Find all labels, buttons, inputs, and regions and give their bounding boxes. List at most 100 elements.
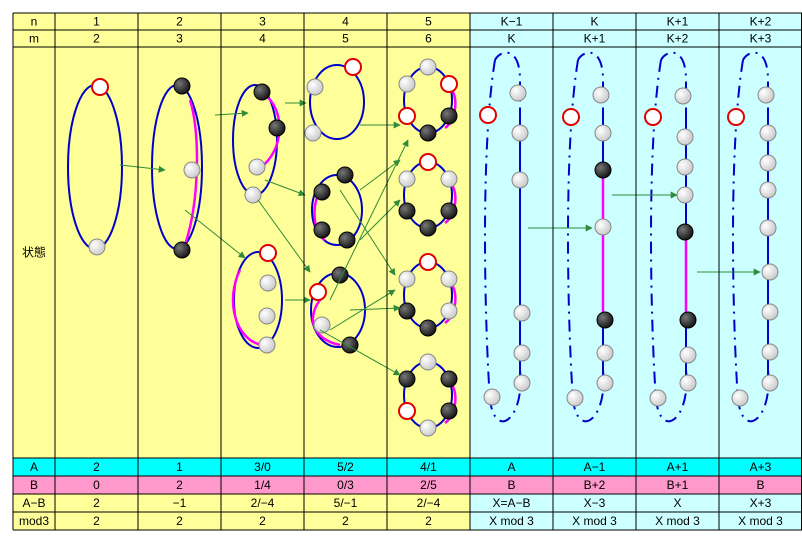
black-node	[336, 166, 354, 184]
cell-bg	[553, 30, 636, 47]
row-label: B	[30, 478, 38, 492]
cell-text: X mod 3	[572, 514, 617, 528]
cell-text: 1/4	[254, 478, 271, 492]
cell-text: 1	[176, 460, 183, 474]
white-node	[511, 171, 529, 189]
table-texts: n 1 2 3 4 5 K−1 K K+1 K+2 m 2 3 4 5 6 K K+1 K+2 K+3 状態 A 2 1 3/0…	[19, 15, 783, 529]
white-node	[440, 270, 458, 288]
cell-text: A	[507, 460, 515, 474]
cell-bg	[55, 13, 138, 30]
cell-bg	[719, 512, 802, 530]
loop-segment	[231, 269, 263, 347]
cell-text: X+3	[750, 496, 772, 510]
cell-bg	[719, 458, 802, 476]
cell-text: A−1	[584, 460, 606, 474]
white-node	[759, 154, 777, 172]
cell-text: K+1	[584, 32, 606, 46]
cell-bg	[636, 13, 719, 30]
cell-text: X=A−B	[492, 496, 530, 510]
cell-text: 0/3	[337, 478, 354, 492]
start-node	[91, 78, 109, 96]
cell-text: 4	[259, 32, 266, 46]
transition-arrow	[349, 304, 401, 312]
white-node	[248, 158, 266, 176]
white-node	[88, 238, 106, 256]
cell-text: 2	[259, 514, 266, 528]
cell-text: 5/2	[337, 460, 354, 474]
white-node	[759, 124, 777, 142]
cell-bg	[55, 30, 138, 47]
cell-text: 1	[93, 15, 100, 29]
start-node	[344, 58, 362, 76]
cell-bg	[636, 458, 719, 476]
loop-segment	[444, 384, 457, 425]
white-node	[483, 388, 501, 406]
cell-bg	[636, 512, 719, 530]
black-node	[341, 336, 359, 354]
black-node	[679, 311, 697, 329]
cell-text: B+2	[584, 478, 606, 492]
cell-bg	[719, 476, 802, 494]
cell-bg	[55, 494, 138, 512]
cell-bg	[55, 476, 138, 494]
start-node	[419, 153, 437, 171]
cell-bg	[304, 476, 387, 494]
row-label: 状態	[22, 245, 46, 260]
cell-bg	[387, 30, 470, 47]
cell-bg	[470, 494, 553, 512]
white-node	[258, 336, 276, 354]
cell-bg	[221, 30, 304, 47]
start-node	[562, 108, 580, 126]
start-node	[644, 108, 662, 126]
cell-bg	[387, 47, 470, 458]
white-node	[592, 86, 610, 104]
white-node	[258, 307, 276, 325]
white-node	[676, 186, 694, 204]
cell-text: 2	[176, 514, 183, 528]
cell-text: X	[673, 496, 681, 510]
cell-text: 3/0	[254, 460, 271, 474]
cell-bg	[553, 458, 636, 476]
white-node	[244, 186, 262, 204]
white-node	[419, 58, 437, 76]
cell-bg	[719, 30, 802, 47]
cell-text: B	[756, 478, 764, 492]
cell-text: 2	[93, 32, 100, 46]
black-node	[398, 302, 416, 320]
black-node	[338, 231, 356, 249]
cell-bg	[221, 458, 304, 476]
cell-text: X mod 3	[655, 514, 700, 528]
cell-bg	[553, 13, 636, 30]
black-node	[398, 202, 416, 220]
cell-bg	[636, 476, 719, 494]
cell-bg	[13, 494, 55, 512]
white-node	[761, 303, 779, 321]
cell-text: 2	[93, 460, 100, 474]
white-node	[596, 374, 614, 392]
white-node	[676, 158, 694, 176]
black-node	[253, 83, 271, 101]
black-node	[440, 402, 458, 420]
cell-text: 5	[425, 15, 432, 29]
start-node	[440, 75, 458, 93]
cell-text: B	[507, 478, 515, 492]
start-node	[727, 108, 745, 126]
start-node	[479, 106, 497, 124]
black-node	[173, 241, 191, 259]
row-label: mod3	[19, 514, 49, 528]
cell-text: 2/−4	[251, 496, 275, 510]
transition-arrow	[257, 199, 311, 273]
black-node	[268, 119, 286, 137]
cell-text: 2	[176, 15, 183, 29]
cell-bg	[553, 476, 636, 494]
cell-bg	[138, 494, 221, 512]
cell-text: 3	[259, 15, 266, 29]
white-node	[757, 86, 775, 104]
dashed-loop	[732, 51, 770, 423]
white-node	[596, 344, 614, 362]
white-node	[511, 124, 529, 142]
cell-bg	[470, 476, 553, 494]
black-node	[419, 219, 437, 237]
white-node	[513, 344, 531, 362]
dashed-loop	[484, 51, 522, 423]
